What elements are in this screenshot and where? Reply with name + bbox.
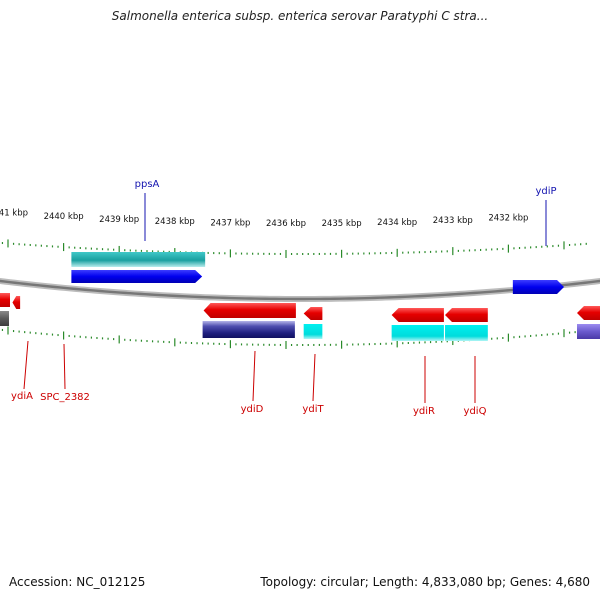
- ydiA-leader-line: [23, 340, 29, 390]
- genome-backbone: [0, 279, 600, 301]
- accession-text: Accession: NC_012125: [9, 575, 146, 589]
- partial-gene-right-cds-arrow[interactable]: [577, 306, 600, 320]
- ydiT-leader-line: [312, 353, 316, 402]
- ydiA-label[interactable]: ydiA: [11, 391, 33, 402]
- scale-tick-label: 2436 kbp: [266, 219, 306, 229]
- ydiP-label[interactable]: ydiP: [535, 186, 556, 197]
- ydiR-cds-arrow[interactable]: [391, 308, 444, 322]
- genome-summary-text: Topology: circular; Length: 4,833,080 bp…: [260, 575, 590, 589]
- ydiQ-gene-bar[interactable]: [445, 325, 488, 341]
- SPC_2382-leader-line: [63, 343, 66, 390]
- ydiT-label[interactable]: ydiT: [302, 404, 324, 415]
- ydiT-cds-arrow[interactable]: [303, 307, 323, 320]
- ydiQ-cds-arrow[interactable]: [445, 308, 488, 322]
- ppsA-cds-arrow[interactable]: [71, 270, 203, 283]
- ppsA-gene-bar[interactable]: [71, 252, 206, 267]
- ydiA-cds-arrow[interactable]: [0, 293, 10, 307]
- ppsA-label[interactable]: ppsA: [135, 179, 160, 190]
- ydiD-cds-arrow[interactable]: [203, 303, 296, 318]
- scale-tick-label: 2439 kbp: [99, 215, 139, 225]
- ydiQ-label[interactable]: ydiQ: [464, 406, 487, 417]
- ydiA-gene-bar[interactable]: [0, 311, 9, 326]
- scale-tick-label: 2441 kbp: [0, 208, 28, 218]
- scale-tick-label: 2432 kbp: [488, 214, 528, 224]
- ydiD-leader-line: [252, 350, 256, 402]
- scale-tick-label: 2438 kbp: [155, 217, 195, 227]
- scale-tick-label: 2437 kbp: [210, 218, 250, 228]
- ydiD-gene-bar[interactable]: [202, 321, 295, 338]
- SPC_2382-label[interactable]: SPC_2382: [40, 392, 90, 403]
- genome-title: Salmonella enterica subsp. enterica sero…: [111, 9, 489, 23]
- scale-tick-label: 2435 kbp: [322, 219, 362, 229]
- ydiP-cds-arrow[interactable]: [512, 280, 564, 294]
- ydiT-gene-bar[interactable]: [303, 324, 323, 339]
- ydiD-label[interactable]: ydiD: [241, 404, 264, 415]
- scale-tick-label: 2434 kbp: [377, 218, 417, 228]
- ydiR-label[interactable]: ydiR: [413, 406, 435, 417]
- scale-tick-label: 2433 kbp: [433, 216, 473, 226]
- scale-tick-label: 2440 kbp: [44, 212, 84, 222]
- partial-gene-right-gene-bar[interactable]: [577, 324, 600, 339]
- backbone-layer: [0, 277, 600, 302]
- feature-layer: [0, 252, 600, 341]
- ruler-ticks: 2441 kbp 2440 kbp 2439 kbp 2438 kbp 2437 kbp…: [0, 208, 587, 349]
- label-layer: ppsA ydiP ydiA SPC_2382 ydiD ydiT ydiR ydiQ: [11, 179, 556, 417]
- ydiR-gene-bar[interactable]: [391, 325, 444, 341]
- SPC_2382-cds-arrow[interactable]: [12, 296, 21, 309]
